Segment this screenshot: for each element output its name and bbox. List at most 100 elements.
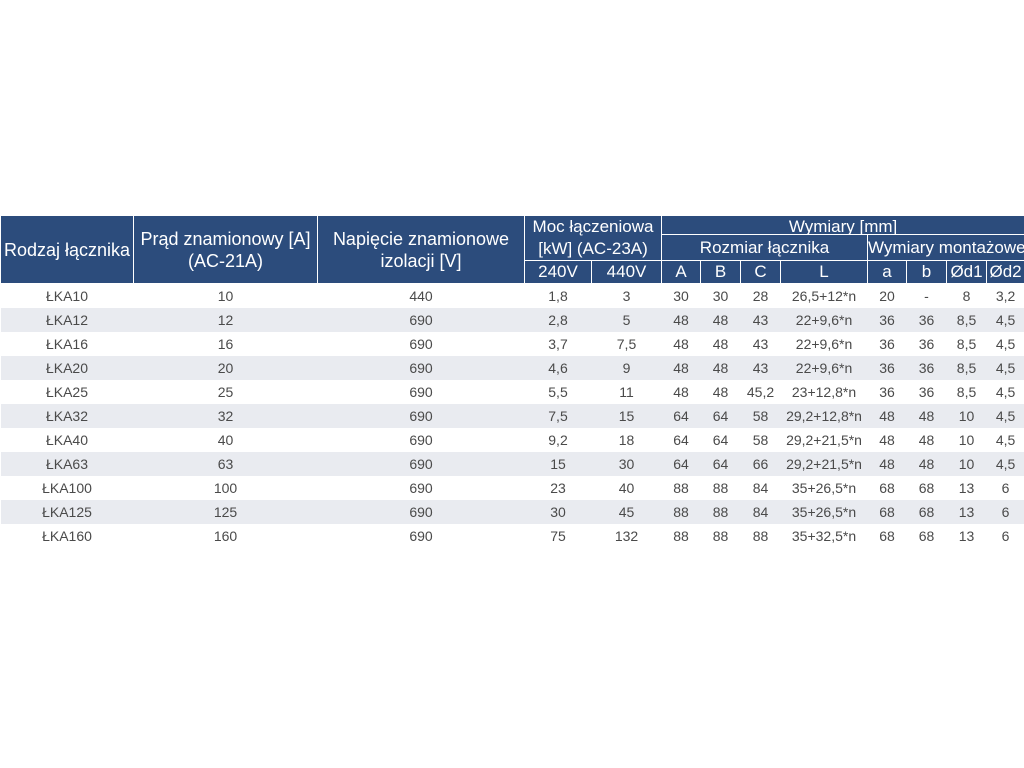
table-cell: 48 <box>867 452 907 476</box>
row-type-cell: ŁKA20 <box>0 356 134 380</box>
table-cell: 690 <box>317 356 525 380</box>
table-cell: 23 <box>524 476 592 500</box>
table-cell: 690 <box>317 308 525 332</box>
table-cell: 4,5 <box>986 332 1024 356</box>
table-cell: 15 <box>524 452 592 476</box>
table-cell: 6 <box>986 524 1024 548</box>
table-cell: 7,5 <box>591 332 662 356</box>
header-wymiary: Wymiary [mm] <box>661 214 1024 236</box>
table-cell: 58 <box>740 428 781 452</box>
header-col-L: L <box>780 260 869 284</box>
table-cell: 4,5 <box>986 380 1024 404</box>
table-cell: 4,5 <box>986 452 1024 476</box>
table-cell: 68 <box>906 500 947 524</box>
table-cell: 690 <box>317 380 525 404</box>
table-cell: 440 <box>317 283 525 308</box>
table-cell: 100 <box>133 476 318 500</box>
table-cell: 88 <box>661 500 701 524</box>
table-cell: 16 <box>133 332 318 356</box>
table-cell: 35+26,5*n <box>780 476 868 500</box>
header-col-C: C <box>740 260 782 284</box>
table-cell: 3 <box>591 283 662 308</box>
table-cell: 36 <box>867 356 907 380</box>
table-cell: 68 <box>906 476 947 500</box>
table-cell: 88 <box>700 524 741 548</box>
table-cell: 64 <box>661 404 701 428</box>
table-cell: 15 <box>591 404 662 428</box>
table-row: ŁKA12 12 690 2,8 5 48 48 43 22+9,6*n 36 36 8,5 4,5 <box>0 308 1024 332</box>
table-cell: 23+12,8*n <box>780 380 868 404</box>
row-type-cell: ŁKA63 <box>0 452 134 476</box>
header-montaz: Wymiary montażowe <box>867 234 1024 261</box>
table-cell: 43 <box>740 332 781 356</box>
table-cell: 48 <box>700 308 741 332</box>
table-cell: 1,8 <box>524 283 592 308</box>
header-col-A: A <box>661 260 702 284</box>
table-cell: 25 <box>133 380 318 404</box>
header-col-a: a <box>867 260 908 284</box>
table-cell: 36 <box>867 380 907 404</box>
table-cell: 20 <box>867 283 907 308</box>
header-440v: 440V <box>590 260 663 284</box>
table-cell: 48 <box>661 308 701 332</box>
table-cell: - <box>906 283 947 308</box>
table-cell: 88 <box>661 524 701 548</box>
table-cell: 10 <box>946 452 987 476</box>
table-cell: 10 <box>946 428 987 452</box>
table-cell: 64 <box>700 404 741 428</box>
table-cell: 160 <box>133 524 318 548</box>
table-cell: 30 <box>591 452 662 476</box>
table-cell: 8,5 <box>946 356 987 380</box>
table-cell: 690 <box>317 524 525 548</box>
table-cell: 64 <box>700 428 741 452</box>
table-cell: 8 <box>946 283 987 308</box>
table-cell: 7,5 <box>524 404 592 428</box>
header-col-d2: Ød2 <box>986 260 1024 284</box>
table-cell: 66 <box>740 452 781 476</box>
table-cell: 48 <box>867 404 907 428</box>
table-cell: 2,8 <box>524 308 592 332</box>
table-cell: 3,2 <box>986 283 1024 308</box>
table-cell: 29,2+21,5*n <box>780 452 868 476</box>
table-cell: 8,5 <box>946 380 987 404</box>
spec-table-container: Rodzaj łącznika Prąd znamionowy [A] (AC-… <box>0 214 1024 548</box>
table-cell: 30 <box>524 500 592 524</box>
table-row: ŁKA10 10 440 1,8 3 30 30 28 26,5+12*n 20-8 3,2 <box>0 283 1024 308</box>
table-cell: 45,2 <box>740 380 781 404</box>
table-row: ŁKA100 100 690 23 40 88 88 84 35+26,5*n 68 68 13 6 <box>0 476 1024 500</box>
table-cell: 45 <box>591 500 662 524</box>
row-type-cell: ŁKA16 <box>0 332 134 356</box>
table-cell: 13 <box>946 524 987 548</box>
table-cell: 48 <box>661 356 701 380</box>
table-cell: 690 <box>317 500 525 524</box>
table-cell: 48 <box>700 380 741 404</box>
table-cell: 43 <box>740 356 781 380</box>
table-cell: 690 <box>317 452 525 476</box>
table-cell: 4,5 <box>986 356 1024 380</box>
header-moc: Moc łączeniowa [kW] (AC-23A) <box>523 215 663 261</box>
table-cell: 4,6 <box>524 356 592 380</box>
table-cell: 9,2 <box>524 428 592 452</box>
table-cell: 48 <box>661 332 701 356</box>
table-cell: 68 <box>867 500 907 524</box>
row-type-cell: ŁKA125 <box>0 500 134 524</box>
table-cell: 8,5 <box>946 308 987 332</box>
table-row: ŁKA63 63 690 15 30 64 64 66 29,2+21,5*n 48 48 10 4,5 <box>0 452 1024 476</box>
table-cell: 22+9,6*n <box>780 332 868 356</box>
table-cell: 68 <box>867 524 907 548</box>
header-col-d1: Ød1 <box>946 260 988 284</box>
table-header: Rodzaj łącznika Prąd znamionowy [A] (AC-… <box>0 214 1024 284</box>
table-cell: 64 <box>700 452 741 476</box>
table-cell: 84 <box>740 500 781 524</box>
header-rodzaj: Rodzaj łącznika <box>0 215 134 284</box>
table-cell: 36 <box>867 308 907 332</box>
table-cell: 40 <box>133 428 318 452</box>
table-cell: 48 <box>906 428 947 452</box>
table-cell: 5,5 <box>524 380 592 404</box>
table-row: ŁKA20 20 690 4,6 9 48 48 43 22+9,6*n 36 36 8,5 4,5 <box>0 356 1024 380</box>
table-cell: 18 <box>591 428 662 452</box>
table-cell: 36 <box>906 380 947 404</box>
row-type-cell: ŁKA32 <box>0 404 134 428</box>
table-cell: 690 <box>317 428 525 452</box>
table-cell: 22+9,6*n <box>780 308 868 332</box>
